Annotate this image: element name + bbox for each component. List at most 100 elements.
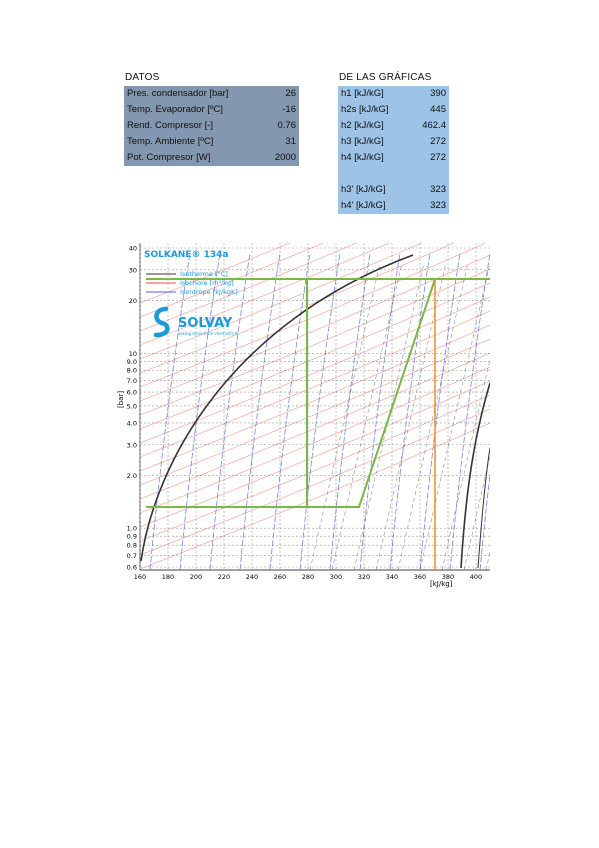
isotherm-line: [331, 262, 403, 571]
y-tick-label: 0.8: [127, 542, 137, 550]
table-row: h2 [kJ/kG] 462.4: [338, 118, 449, 134]
x-axis-label: [kJ/kg]: [430, 580, 453, 588]
cell-label: Rend. Compresor [-]: [127, 120, 214, 131]
isochore-line: [139, 282, 490, 430]
superheat-isotherm-line: [477, 447, 490, 569]
cell-label: Temp. Ambiente [ºC]: [127, 136, 214, 147]
isentrope-line: [209, 252, 251, 571]
cell-label: h3 [kJ/kG]: [341, 136, 384, 147]
y-tick-label: 1.0: [127, 525, 137, 533]
isotherm-line: [309, 262, 381, 571]
y-tick-label: 2.0: [127, 472, 137, 480]
isochore-line: [139, 394, 490, 542]
isentrope-line: [419, 252, 461, 571]
isochore-line: [139, 268, 490, 416]
cell-label: Temp. Evaporador [ºC]: [127, 104, 223, 115]
isotherm-line: [463, 454, 490, 571]
saturated-vapor-curve: [460, 382, 490, 569]
x-tick-label: 400: [470, 573, 482, 581]
table-row: h3 [kJ/kG] 272: [338, 134, 449, 150]
isochore-line: [139, 243, 423, 360]
graficas-table: h1 [kJ/kG] 390 h2s [kJ/kG] 445 h2 [kJ/kG] 4…: [338, 86, 449, 214]
y-tick-label: 4.0: [127, 419, 137, 427]
isochore-line: [139, 338, 490, 486]
x-tick-label: 160: [134, 573, 146, 581]
cell-value: 323: [430, 200, 446, 211]
cell-value: [409, 166, 449, 182]
y-tick-label: 0.9: [127, 533, 137, 541]
isentrope-line: [299, 252, 341, 571]
cell-label: h4' [kJ/kG]: [341, 200, 386, 211]
isentrope-line: [329, 252, 371, 571]
y-tick-label: 7.0: [127, 377, 137, 385]
y-tick-labels: 403020109.08.07.06.05.04.03.02.01.00.90.…: [127, 245, 137, 572]
isochore-line: [139, 366, 490, 514]
isochore-line: [139, 243, 291, 304]
y-tick-label: 9.0: [127, 358, 137, 366]
cell-value: 272: [430, 136, 446, 147]
cell-label: h4 [kJ/kG]: [341, 152, 384, 163]
cell-value: 445: [430, 104, 446, 115]
isochore-line: [139, 296, 490, 444]
isentrope-line: [179, 252, 221, 571]
table-row: Temp. Evaporador [ºC] -16: [124, 102, 299, 118]
isentrope-line: [269, 252, 311, 571]
y-tick-label: 10: [129, 350, 137, 358]
cell-value: 323: [430, 184, 446, 195]
isentrope-line: [359, 252, 401, 571]
y-tick-label: 6.0: [127, 389, 137, 397]
datos-table: Pres. condensador [bar] 26 Temp. Evaporad…: [124, 86, 299, 166]
x-tick-labels: 160 180 200 220 240 260 280 300 320 340 360 380 400: [134, 573, 482, 581]
cell-value: 31: [285, 136, 296, 147]
isochore-line: [139, 254, 490, 402]
cell-value: 272: [430, 152, 446, 163]
isentrope-line: [239, 252, 281, 571]
isentrope-line: [149, 252, 191, 571]
cell-label: Pres. condensador [bar]: [127, 88, 229, 99]
isotherm-line: [441, 358, 490, 571]
y-tick-label: 8.0: [127, 367, 137, 375]
datos-title: DATOS: [125, 72, 160, 83]
table-row: h4 [kJ/kG] 272: [338, 150, 449, 166]
isochore-line: [139, 243, 358, 332]
table-row: Pres. condensador [bar] 26: [124, 86, 299, 102]
legend: Isotherme [°C] Isochore [m³/kg] Isentrop…: [146, 270, 238, 296]
table-row: Pot. Compresor [W] 2000: [124, 150, 299, 166]
table-row: h4' [kJ/kG] 323: [338, 198, 449, 214]
legend-isochore: Isochore [m³/kg]: [180, 279, 234, 287]
diagram-title: SOLKANE® 134a: [144, 250, 228, 260]
cell-value: 390: [430, 88, 446, 99]
x-tick-label: 300: [330, 573, 342, 581]
y-axis-label: [bar]: [117, 391, 125, 408]
y-tick-label: 40: [129, 245, 137, 253]
x-tick-label: 180: [162, 573, 174, 581]
x-tick-label: 200: [190, 573, 202, 581]
cell-value: 26: [285, 88, 296, 99]
isochore-line: [139, 243, 390, 346]
cell-label: h3' [kJ/kG]: [341, 184, 386, 195]
graficas-title: DE LAS GRÁFICAS: [339, 72, 432, 83]
isochore-line: [139, 243, 324, 318]
y-tick-label: 3.0: [127, 441, 137, 449]
table-row: h3' [kJ/kG] 323: [338, 182, 449, 198]
isochore-line: [139, 324, 490, 472]
x-tick-label: 360: [414, 573, 426, 581]
isochore-line: [139, 422, 490, 570]
saturated-liquid-curve: [140, 254, 414, 562]
isochore-line: [139, 408, 490, 556]
cell-label: h1 [kJ/kG]: [341, 88, 384, 99]
cell-value: 462.4: [422, 120, 446, 131]
isotherm-line: [397, 262, 469, 571]
brand-tagline: asking more from chemistry®: [178, 331, 238, 336]
isochore-line: [139, 243, 455, 374]
cell-value: -16: [282, 104, 296, 115]
y-tick-label: 20: [129, 297, 137, 305]
isochore-line: [139, 243, 487, 388]
x-tick-label: 260: [274, 573, 286, 581]
table-row: h2s [kJ/kG] 445: [338, 102, 449, 118]
x-tick-label: 320: [358, 573, 370, 581]
brand-name: SOLVAY: [178, 316, 233, 331]
cell-label: [338, 166, 409, 182]
cell-label: h2 [kJ/kG]: [341, 120, 384, 131]
isochore-line: [139, 380, 490, 528]
